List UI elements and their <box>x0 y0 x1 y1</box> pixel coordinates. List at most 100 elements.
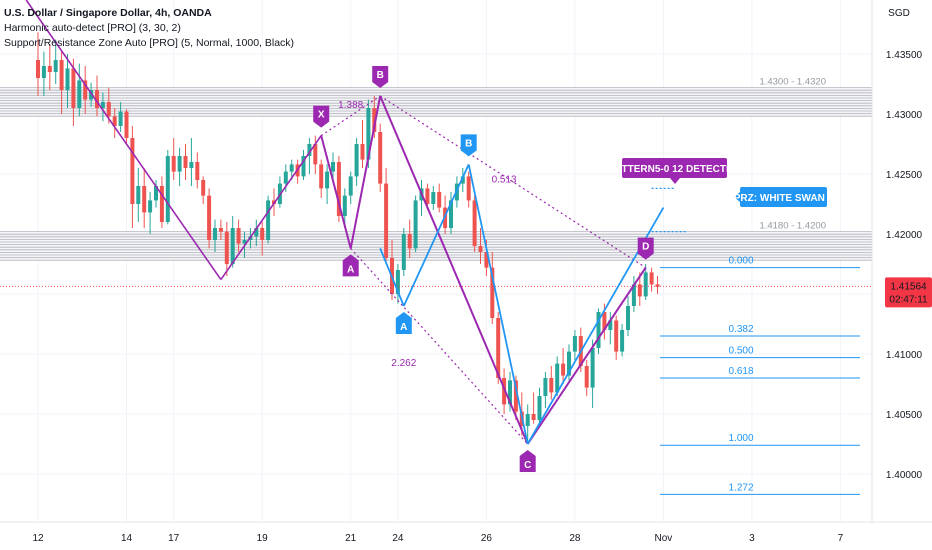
time-axis-bg <box>0 522 932 550</box>
candle-body <box>112 116 117 126</box>
indicator-sr-zone[interactable]: Support/Resistance Zone Auto [PRO] (5, N… <box>4 37 295 49</box>
pattern-ratio-ac <box>350 247 529 445</box>
candle-down <box>142 168 147 228</box>
candle-up <box>41 51 46 96</box>
candle-up <box>620 324 625 357</box>
candle-up <box>395 264 400 304</box>
candle-body <box>130 138 135 204</box>
candle-body <box>596 312 601 348</box>
pattern-blue-point-a: A <box>395 312 412 334</box>
candle-down <box>195 152 200 189</box>
candle-body <box>189 162 194 168</box>
candle-body <box>460 176 465 184</box>
candle-body <box>183 156 188 168</box>
candle-body <box>555 363 560 393</box>
price-axis[interactable]: SGD1.435001.430001.425001.420001.415001.… <box>871 0 932 550</box>
candle-body <box>100 102 105 108</box>
candle-down <box>83 66 88 114</box>
pattern-swing-line <box>220 135 322 281</box>
symbol-title[interactable]: U.S. Dollar / Singapore Dollar, 4h, OAND… <box>4 7 212 19</box>
candle-body <box>354 144 359 177</box>
candle-down <box>513 375 518 420</box>
candle-body <box>201 180 206 196</box>
candle-body <box>366 108 371 160</box>
candle-up <box>401 228 406 276</box>
point-marker-label: D <box>642 242 649 253</box>
candle-body <box>283 171 288 184</box>
time-axis[interactable]: 12 14 17 19 21 24 26 28 Nov 3 7 <box>0 521 932 550</box>
price-axis-bg <box>872 0 932 550</box>
time-tick-label: 3 <box>749 533 755 544</box>
candle-up <box>413 195 418 252</box>
candle-up <box>301 150 306 180</box>
fib-level-label: 0.618 <box>728 366 753 377</box>
candle-body <box>425 188 430 204</box>
fib-levels: 0.000 0.382 0.500 0.618 1.000 1.272 <box>660 256 860 495</box>
candle-body <box>136 186 141 204</box>
point-marker-shape <box>372 66 389 88</box>
candle-body <box>47 66 52 72</box>
candle-body <box>36 60 40 78</box>
candle-up <box>89 82 94 107</box>
candle-body <box>525 414 530 426</box>
indicator-harmonic[interactable]: Harmonic auto-detect [PRO] (3, 30, 2) <box>4 22 181 34</box>
price-tick-label: 1.40000 <box>886 470 923 481</box>
candle-body <box>260 228 265 240</box>
candle-up <box>331 152 335 180</box>
candle-body <box>348 176 353 196</box>
sr-zone-band <box>0 87 872 117</box>
candle-down <box>490 252 495 324</box>
callout-pointer <box>670 178 680 184</box>
candle-up <box>100 92 105 122</box>
candle-body <box>561 363 566 376</box>
candle-down <box>655 276 660 294</box>
sr-zone-label: 1.4180 - 1.4200 <box>759 221 826 232</box>
pattern-leg-cd <box>526 267 647 445</box>
candle-body <box>655 284 660 287</box>
candle-up <box>53 39 58 84</box>
pattern-blue-leg-bc <box>467 164 529 445</box>
candle-down <box>472 195 477 252</box>
candle-down <box>260 222 265 256</box>
price-tick-label: 1.40500 <box>886 410 923 421</box>
candle-body <box>413 200 418 249</box>
candle-body <box>567 351 571 376</box>
candle-down <box>183 144 188 180</box>
candle-down <box>336 156 341 222</box>
candle-body <box>584 366 589 388</box>
pattern-blue-point-b: B <box>460 134 477 157</box>
candle-up <box>543 372 548 408</box>
candle-up <box>431 186 436 210</box>
pattern-point-x: X <box>313 105 330 128</box>
candle-body <box>159 186 164 222</box>
candle-down <box>614 315 619 360</box>
candle-body <box>508 380 512 405</box>
callout-box <box>622 158 727 178</box>
callout-text: PRZ: WHITE SWAN 6 <box>734 193 834 204</box>
candle-body <box>637 284 642 297</box>
candle-down <box>437 183 442 213</box>
pattern-detected-callout: PATTERN5-0 12 DETECTED <box>609 158 740 184</box>
candle-up <box>342 188 347 228</box>
candle-up <box>626 296 630 336</box>
candle-down <box>59 51 64 114</box>
candle-body <box>83 80 88 100</box>
candle-down <box>218 219 223 240</box>
candle-body <box>254 228 259 237</box>
candle-up <box>537 387 542 426</box>
point-marker-label: B <box>465 138 472 149</box>
candle-body <box>177 156 182 172</box>
candle-body <box>71 68 76 108</box>
candle-body <box>242 240 247 244</box>
candle-body <box>549 378 554 393</box>
candle-down <box>207 188 212 249</box>
candle-body <box>407 234 412 249</box>
candle-body <box>331 162 335 172</box>
candle-body <box>124 111 129 138</box>
candle-body <box>608 320 613 330</box>
candle-up <box>77 63 82 117</box>
candle-body <box>230 228 235 264</box>
fib-level-label: 1.000 <box>728 433 753 444</box>
point-marker-label: C <box>524 460 531 471</box>
